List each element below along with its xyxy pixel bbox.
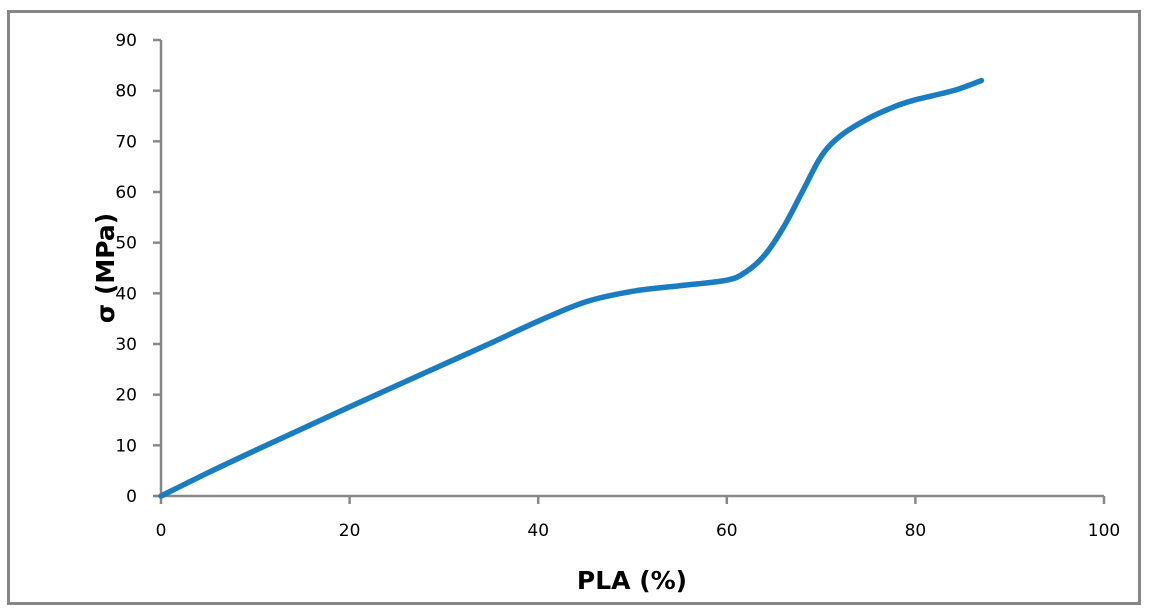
series-line <box>158 77 985 499</box>
y-tick-label: 70 <box>115 132 137 152</box>
y-tick-label: 30 <box>115 335 137 355</box>
y-axis: 0 10 20 30 40 50 60 70 80 90 <box>115 31 163 507</box>
x-axis-title: PLA (%) <box>577 566 687 595</box>
y-tick-label: 60 <box>115 183 137 203</box>
x-tick-label: 0 <box>156 521 167 541</box>
y-tick-label: 0 <box>126 487 137 507</box>
x-tick-label: 60 <box>716 521 738 541</box>
x-axis: 0 20 40 60 80 100 <box>153 494 1120 541</box>
y-tick-label: 80 <box>115 82 137 102</box>
y-tick-label: 40 <box>115 284 137 304</box>
x-tick-label: 80 <box>905 521 927 541</box>
y-tick-label: 90 <box>115 31 137 51</box>
y-axis-title: σ (MPa) <box>91 213 120 323</box>
y-tick-label: 50 <box>115 234 137 254</box>
x-tick-label: 40 <box>527 521 549 541</box>
x-tick-label: 20 <box>339 521 361 541</box>
y-tick-label: 10 <box>115 436 137 456</box>
y-tick-label: 20 <box>115 386 137 406</box>
data-series <box>158 77 985 499</box>
x-tick-label: 100 <box>1088 521 1120 541</box>
